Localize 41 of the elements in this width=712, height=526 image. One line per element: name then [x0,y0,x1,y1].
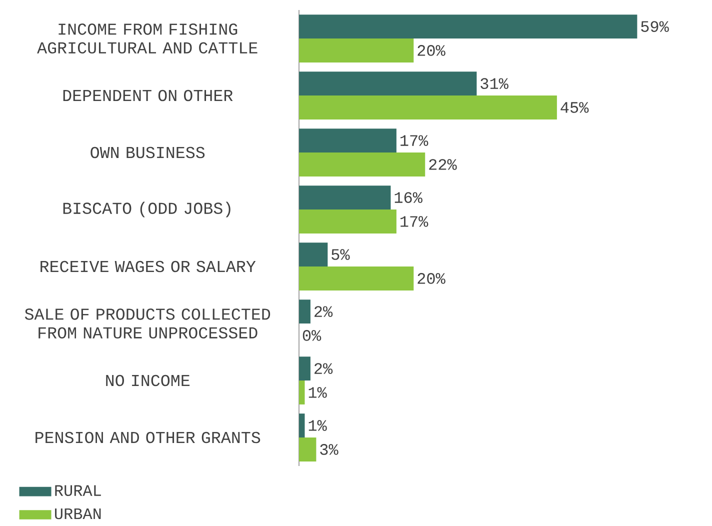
bar [299,186,391,210]
data-label: 3% [320,444,338,455]
bar [299,128,396,153]
data-label: 1% [308,387,327,398]
y-tick-label: INCOME FROM FISHING AGRICULTURAL AND CATTLE [37,24,258,54]
bar [299,14,638,39]
y-tick-label: NO INCOME [106,374,190,386]
data-label: 1% [308,420,327,431]
data-label: 0% [302,330,322,341]
bar [299,210,396,234]
bar [299,72,477,96]
bar [299,300,310,324]
data-label: 5% [332,249,350,260]
data-label: 16% [394,192,422,203]
y-tick-label: BISCATO (ODD JOBS) [63,202,230,218]
data-label: 59% [641,21,669,32]
data-label: 17% [400,135,428,146]
bar [299,152,426,176]
y-tick-label: OWN BUSINESS [90,146,205,158]
data-label: 20% [418,273,446,284]
legend-label: RURAL [55,485,101,496]
data-label: 22% [429,159,457,170]
bar [299,96,557,120]
data-label: 2% [314,363,333,374]
y-tick-label: RECEIVE WAGES OR SALARY [40,260,256,272]
bar [299,438,316,462]
y-tick-label: SALE OF PRODUCTS COLLECTED FROM NATURE UNPROCESSED [24,308,270,339]
legend-label: URBAN [55,508,101,520]
bar [299,380,305,404]
bar [299,356,310,381]
bar [299,266,414,290]
data-label: 20% [418,45,446,56]
data-label: 45% [560,102,589,113]
bar [299,38,414,62]
data-label: 31% [480,78,508,89]
data-label: 2% [314,306,333,317]
y-tick-label: DEPENDENT ON OTHER [63,90,233,102]
y-tick-label: PENSION AND OTHER GRANTS [36,432,260,444]
bar [299,414,305,438]
bar [299,242,328,267]
data-label: 17% [400,216,428,227]
